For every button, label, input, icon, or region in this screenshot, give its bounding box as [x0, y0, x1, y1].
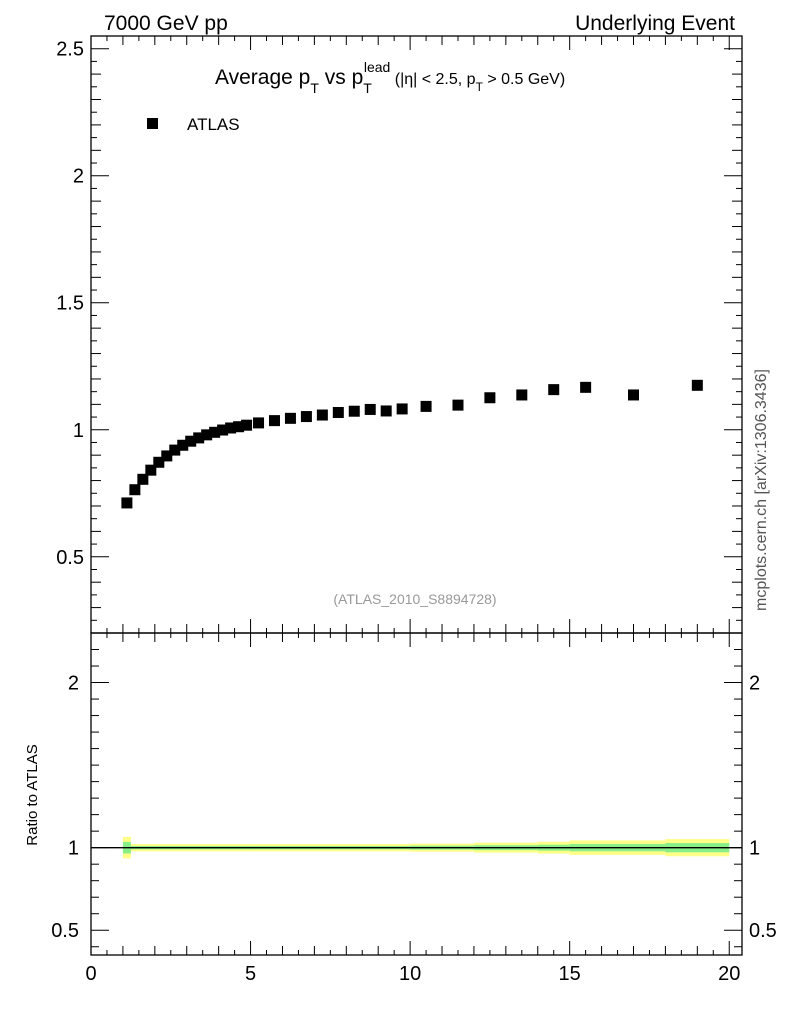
ratio-plot-panel: 0 5 10 15 20 0.5 0.5 1 1 2 2 Ratio to ATLAS: [24, 632, 777, 985]
data-point: [201, 429, 213, 441]
data-point: [233, 421, 245, 433]
data-point: [380, 405, 392, 417]
data-point: [484, 392, 496, 404]
data-point: [396, 403, 408, 415]
data-point: [129, 484, 141, 496]
data-point: [348, 405, 360, 417]
data-point: [217, 424, 229, 436]
data-point: [161, 450, 173, 462]
data-point: [268, 415, 280, 427]
ratio-axis-label: Ratio to ATLAS: [24, 744, 41, 845]
ratio-y-tick-label-left: 0.5: [51, 920, 79, 942]
legend: ATLAS: [147, 115, 240, 134]
data-point: [185, 435, 197, 447]
data-points-atlas: [121, 379, 703, 509]
data-point: [177, 439, 189, 451]
main-y-tick-label: 2.5: [56, 39, 84, 61]
ratio-y-tick-label-right: 2: [749, 673, 760, 695]
ratio-plot-frame: [90, 632, 743, 956]
data-point: [452, 399, 464, 411]
main-y-tick-label: 2: [73, 166, 84, 188]
data-point: [193, 432, 205, 444]
data-point: [121, 497, 133, 509]
main-y-tick-label: 1: [73, 420, 84, 442]
data-point: [241, 419, 253, 431]
data-point: [225, 422, 237, 434]
data-point: [364, 403, 376, 415]
ratio-y-tick-label-right: 1: [749, 838, 760, 860]
data-point: [580, 381, 592, 393]
main-plot-panel: 0.5 1 1.5 2 2.5 Average pT vs pTlead (|η| < …: [56, 35, 743, 634]
header-process-label: Underlying Event: [575, 12, 735, 35]
main-y-tick-label: 1.5: [56, 293, 84, 315]
legend-label-atlas: ATLAS: [187, 115, 240, 134]
data-point: [548, 384, 560, 396]
main-title: Average pT vs pTlead (|η| < 2.5, pT > 0.…: [215, 59, 565, 96]
data-point: [516, 389, 528, 401]
ratio-x-tick-label: 10: [399, 963, 421, 985]
ratio-y-tick-label-left: 2: [68, 673, 79, 695]
ratio-y-tick-label-right: 0.5: [749, 920, 777, 942]
ratio-x-tick-label: 5: [245, 963, 256, 985]
data-point: [628, 389, 639, 401]
data-point: [145, 464, 157, 476]
ratio-y-tick-label-left: 1: [68, 838, 79, 860]
data-point: [284, 412, 296, 424]
data-point: [300, 411, 312, 423]
data-point: [691, 379, 703, 391]
data-point: [153, 456, 165, 468]
data-point: [209, 426, 221, 438]
ratio-x-tick-label: 0: [85, 963, 96, 985]
data-point: [316, 409, 328, 421]
header-energy-label: 7000 GeV pp: [104, 12, 228, 35]
legend-marker-atlas: [147, 118, 158, 129]
data-point: [332, 406, 344, 418]
side-source-label: mcplots.cern.ch [arXiv:1306.3436]: [753, 369, 770, 611]
data-point: [420, 400, 432, 412]
analysis-id-label: (ATLAS_2010_S8894728): [333, 591, 496, 607]
ratio-axis-ticks: 0 5 10 15 20 0.5 0.5 1 1 2 2: [51, 633, 777, 985]
data-point: [169, 444, 181, 456]
ratio-x-tick-label: 20: [718, 963, 740, 985]
main-y-tick-label: 0.5: [56, 547, 84, 569]
main-axis-ticks: 0.5 1 1.5 2 2.5: [56, 36, 742, 633]
ratio-x-tick-label: 15: [559, 963, 581, 985]
data-point: [137, 473, 149, 485]
data-point: [253, 417, 265, 429]
